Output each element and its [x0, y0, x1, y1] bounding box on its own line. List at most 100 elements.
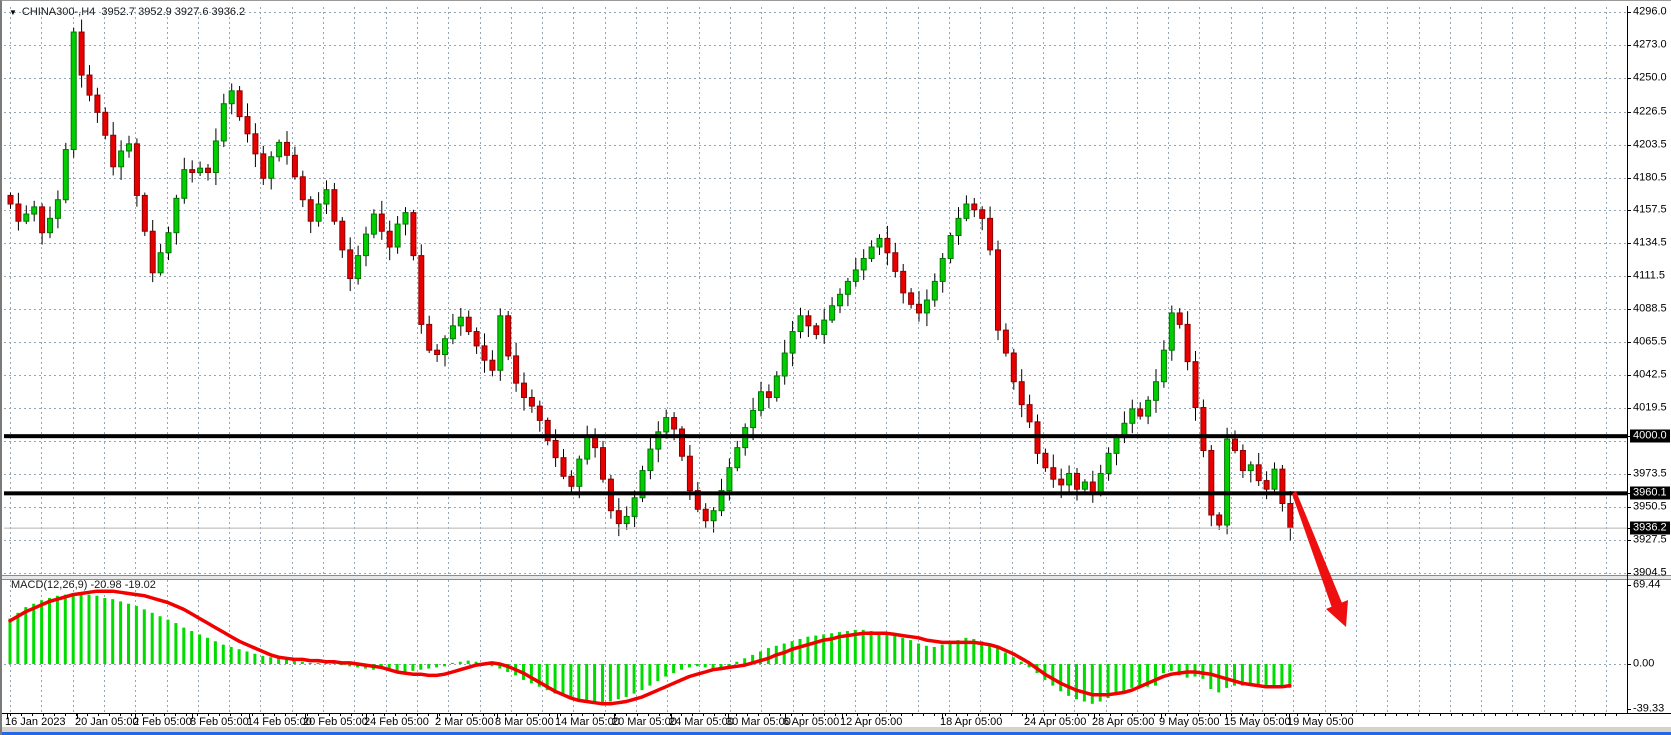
candle-body — [481, 345, 488, 361]
price-axis-label: 4157.5 — [1633, 203, 1667, 216]
candle-body — [900, 270, 907, 294]
macd-histogram-bar — [1288, 664, 1292, 688]
macd-histogram-bar — [198, 634, 202, 664]
macd-histogram-bar — [292, 660, 296, 664]
macd-histogram-bar — [300, 661, 304, 664]
macd-histogram-bar — [269, 657, 273, 664]
candle-body — [560, 457, 567, 477]
time-axis-label: 20 Mar 05:00 — [612, 716, 677, 728]
macd-axis-label: -39.33 — [1633, 702, 1665, 715]
macd-histogram-bar — [55, 595, 59, 664]
macd-histogram-bar — [150, 612, 154, 664]
time-axis-label: 9 May 05:00 — [1159, 716, 1220, 728]
macd-histogram-bar — [174, 623, 178, 664]
candle-body — [1105, 452, 1112, 474]
macd-axis-label: 0.00 — [1633, 657, 1655, 670]
macd-histogram-bar — [648, 664, 652, 686]
candle-body — [544, 419, 551, 441]
candle-body — [876, 237, 883, 248]
candle-body — [157, 252, 164, 274]
candle-body — [7, 194, 14, 205]
macd-histogram-bar — [822, 634, 826, 664]
candle-body — [600, 447, 606, 480]
macd-histogram-bar — [766, 648, 770, 664]
pane-separator — [2, 576, 1671, 579]
candle-body — [244, 116, 251, 135]
macd-histogram-bar — [348, 664, 352, 667]
candle-body — [1042, 452, 1049, 469]
candle-body — [1153, 381, 1159, 401]
candle-body — [1263, 480, 1270, 490]
candle-body — [765, 391, 772, 398]
macd-histogram-bar — [1090, 664, 1094, 704]
macd-histogram-bar — [213, 641, 217, 664]
macd-histogram-bar — [450, 662, 454, 664]
candle-body — [299, 176, 306, 201]
macd-histogram-bar — [458, 661, 462, 664]
candle-body — [916, 303, 922, 314]
candle-body — [370, 213, 377, 235]
candle-body — [473, 331, 480, 347]
macd-histogram-bar — [711, 664, 715, 669]
candle-body — [133, 143, 140, 196]
candle-body — [1224, 438, 1231, 526]
price-axis-label: 3950.5 — [1633, 500, 1667, 513]
macd-histogram-bar — [253, 653, 257, 664]
macd-histogram-bar — [32, 603, 36, 664]
macd-histogram-bar — [1256, 664, 1260, 686]
macd-histogram-bar — [616, 664, 620, 700]
macd-histogram-bar — [917, 643, 920, 664]
candle-body — [592, 437, 599, 449]
macd-histogram-bar — [24, 607, 28, 664]
candle-body — [884, 237, 891, 254]
candle-body — [813, 325, 820, 335]
candle-body — [536, 405, 543, 421]
price-axis-label: 4250.0 — [1633, 71, 1667, 84]
candle-body — [15, 203, 22, 222]
price-axis-label: 4203.5 — [1633, 138, 1667, 151]
macd-histogram-bar — [624, 664, 628, 697]
macd-histogram-bar — [877, 632, 881, 664]
candle-body — [844, 280, 851, 295]
macd-histogram-bar — [142, 609, 146, 664]
macd-histogram-bar — [95, 595, 99, 664]
candle-body — [363, 233, 369, 257]
macd-histogram-bar — [119, 601, 123, 664]
macd-axis-label: 69.44 — [1633, 578, 1661, 591]
macd-signal-line — [8, 589, 1292, 706]
candle-body — [54, 199, 61, 219]
candle-body — [94, 94, 101, 113]
candle-body — [315, 203, 322, 222]
candle-body — [995, 249, 1001, 331]
horizontal-level-line — [4, 491, 1627, 496]
time-axis-label: 19 May 05:00 — [1287, 716, 1354, 728]
candle-body — [528, 396, 535, 407]
symbol-dropdown-icon[interactable]: ▼ — [9, 7, 17, 17]
macd-histogram-bar — [8, 618, 12, 664]
candle-body — [513, 355, 520, 384]
macd-histogram-bar — [285, 659, 288, 664]
candle-body — [868, 246, 875, 259]
macd-histogram-bar — [435, 664, 439, 668]
macd-histogram-bar — [387, 664, 391, 670]
candle-body — [1066, 472, 1073, 486]
candle-body — [378, 213, 385, 232]
macd-histogram-bar — [1280, 664, 1284, 687]
price-axis-label: 4273.0 — [1633, 38, 1667, 51]
macd-histogram-bar — [1240, 664, 1244, 686]
time-axis-label: 18 Apr 05:00 — [940, 716, 1003, 728]
candle-body — [1176, 312, 1183, 325]
macd-histogram-bar — [553, 664, 557, 694]
candle-body — [47, 217, 53, 234]
candle-body — [1081, 481, 1088, 490]
macd-histogram-bar — [71, 593, 75, 664]
candle-body — [971, 203, 978, 211]
candle-body — [1097, 472, 1104, 494]
candle-body — [837, 293, 843, 307]
macd-histogram-bar — [885, 633, 889, 664]
macd-histogram-bar — [1177, 664, 1181, 676]
macd-histogram-bar — [166, 619, 170, 664]
macd-histogram-bar — [735, 661, 739, 664]
candle-body — [62, 149, 69, 201]
candle-body — [418, 255, 425, 325]
